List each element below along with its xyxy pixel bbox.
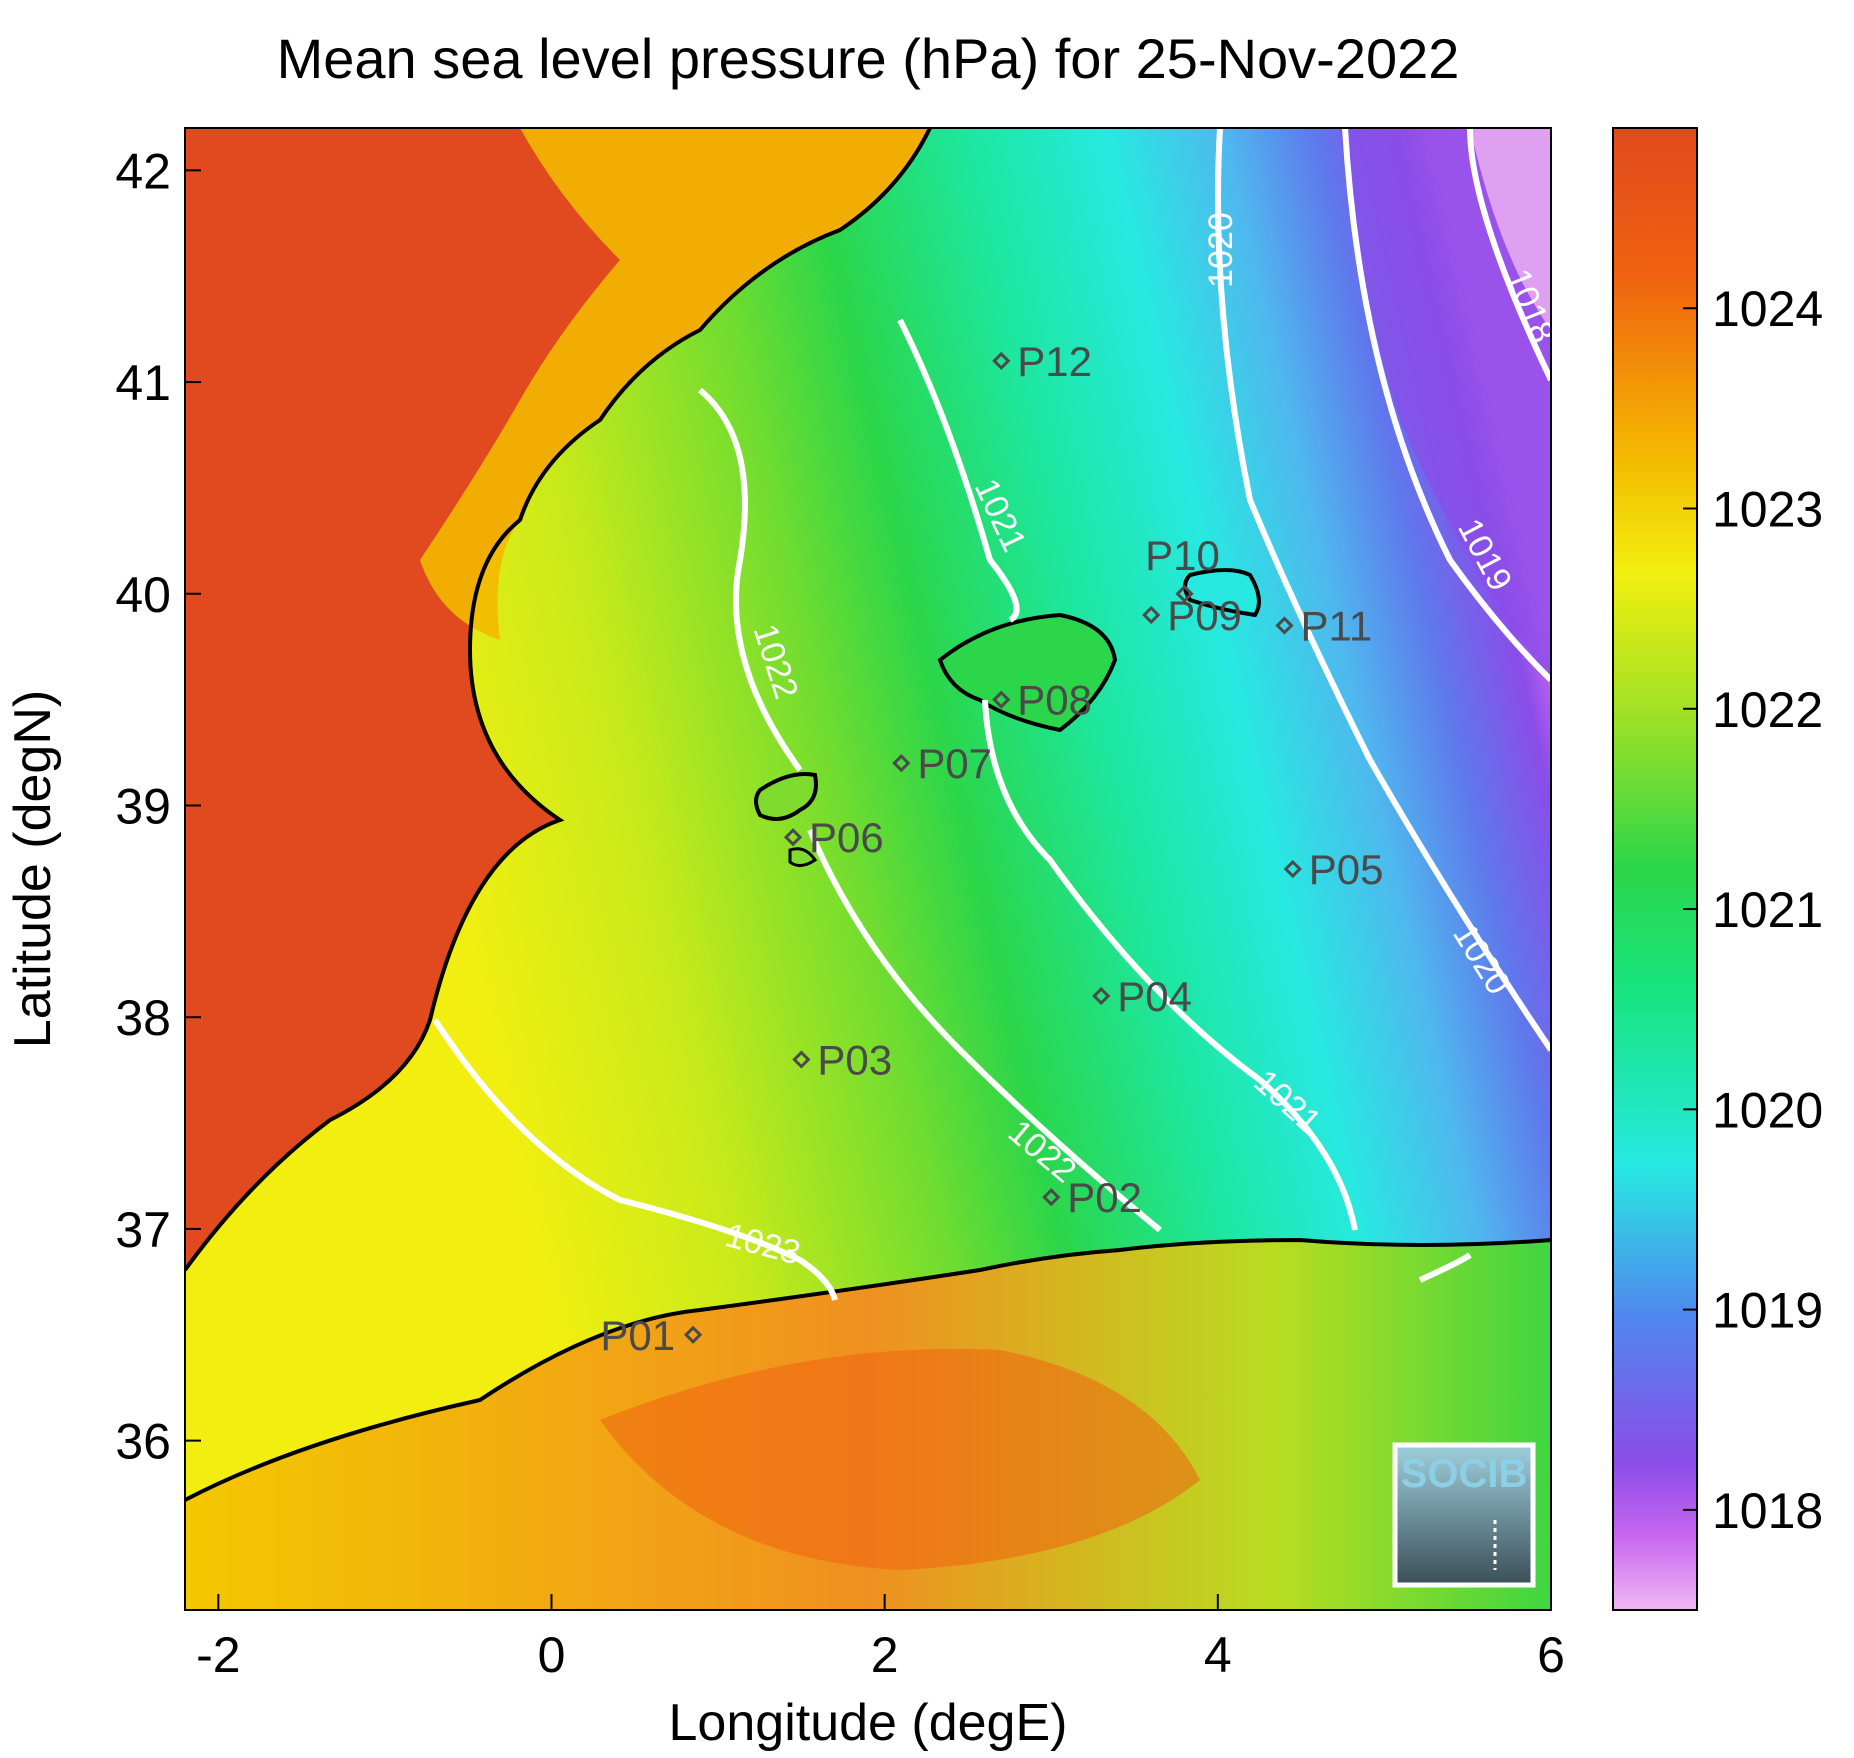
x-tick-label: 2 [871,1627,899,1683]
station-label: P05 [1309,846,1384,893]
station-label: P04 [1117,973,1192,1020]
isobar-1022 [698,387,1162,1233]
x-tick-label: 4 [1204,1627,1232,1683]
station-marker [683,1325,703,1344]
station-label: P03 [817,1037,892,1084]
isobar-1020 [1215,128,1551,1052]
colorbar-tick-label: 1019 [1712,1283,1823,1339]
y-tick-label: 36 [115,1414,171,1470]
menorca-island [1183,568,1261,618]
isobar-1018 [1467,128,1551,382]
colorbar-tick-label: 1021 [1712,882,1823,938]
station-label: P11 [1300,603,1372,650]
station-marker [783,828,803,847]
station-label: P10 [1145,532,1220,579]
station-marker [892,754,911,773]
x-tick-label: -2 [196,1627,240,1683]
y-axis-ticks: 42 41 40 39 38 37 36 [115,143,201,1470]
atlas-high-area [600,1348,1200,1570]
map-frame [184,127,1552,1611]
x-axis-label: Longitude (degE) [669,1694,1068,1752]
isobar-1019 [1342,128,1551,683]
y-tick-label: 40 [115,567,171,623]
y-tick-label: 38 [115,990,171,1046]
logo-text: SOCIB [1401,1452,1528,1496]
ibiza-island [754,772,818,821]
station-label: P09 [1167,592,1242,639]
low-pressure-area [1340,128,1551,680]
x-tick-label: 0 [538,1627,566,1683]
iberia-land [185,128,930,1270]
logo-box [1392,1442,1536,1588]
y-tick-label: 42 [115,143,171,199]
colorbar-tick-label: 1020 [1712,1082,1823,1138]
colorbar [1612,127,1698,1611]
station-marker [1092,986,1111,1006]
map-title: Mean sea level pressure (hPa) for 25-Nov… [277,27,1460,90]
station-label: P06 [809,814,884,861]
station-marker [1275,616,1294,635]
contour-label: 1020 [1202,212,1240,288]
x-tick-label: 6 [1537,1627,1565,1683]
station-label: P12 [1017,338,1092,385]
stations: P01 P02 P03 P04 P05 P06 P07 P08 P09 P10 P11 P12 [600,338,1383,1359]
formentera-island [788,847,818,867]
coastal-gradient [420,128,930,640]
station-marker [992,690,1011,709]
isobars [432,128,1551,1301]
y-tick-label: 37 [115,1202,171,1258]
colorbar-tick-label: 1023 [1712,482,1823,538]
colorbar-tick-label: 1022 [1712,682,1823,738]
x-axis-ticks: -2 0 2 4 6 [196,1594,1565,1683]
isobar-1023 [432,1018,838,1301]
colorbar-tick-label: 1018 [1712,1483,1823,1539]
station-marker [1283,859,1302,879]
station-marker [1175,584,1194,603]
station-marker [792,1050,811,1069]
colorbar-ticks: 1024 1023 1022 1021 1020 1019 1018 [1683,281,1823,1539]
y-axis-label: Latitude (degN) [4,690,62,1048]
station-label: P02 [1067,1174,1142,1221]
colorbar-tick-label: 1024 [1712,281,1823,337]
station-marker [992,351,1011,371]
socib-logo: SOCIB [1392,1442,1536,1588]
iberia-coastline [185,128,932,1272]
station-label: P08 [1017,677,1092,724]
station-marker [1142,605,1161,625]
lowest-pressure-area [1470,128,1551,330]
isobar-1021 [897,318,1358,1231]
y-tick-label: 39 [115,778,171,834]
station-label: P01 [600,1312,675,1359]
isobar-1020-south [1418,1252,1472,1283]
station-label: P07 [917,740,992,787]
y-tick-label: 41 [115,355,171,411]
station-marker [1042,1188,1061,1207]
africa-coastline [185,1237,1551,1502]
